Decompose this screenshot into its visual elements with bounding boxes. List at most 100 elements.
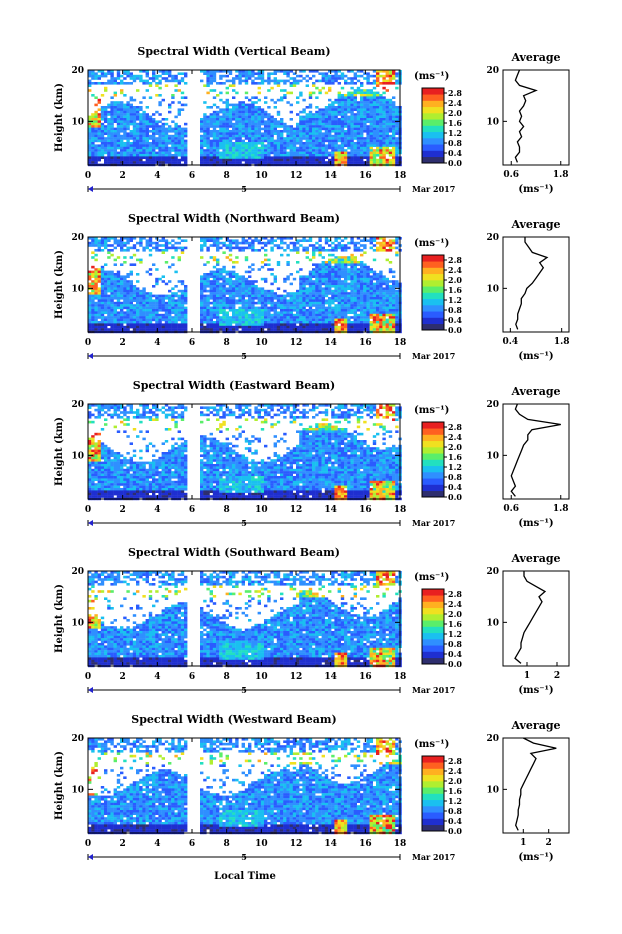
x-tick-label: 18 xyxy=(394,672,407,682)
average-frame xyxy=(503,404,569,499)
colorbar-segment xyxy=(422,595,444,602)
day-axis-arrow xyxy=(88,687,93,693)
date-label: Mar 2017 xyxy=(412,184,455,194)
avg-x-tick-label: 1.8 xyxy=(554,337,570,347)
avg-x-tick-label: 0.6 xyxy=(503,170,519,180)
colorbar: (ms⁻¹)2.82.42.01.61.20.80.40.0 xyxy=(414,238,462,335)
x-tick-label: 16 xyxy=(359,672,372,682)
colorbar-segment xyxy=(422,633,444,640)
colorbar-tick-label: 0.8 xyxy=(448,472,462,482)
colorbar-tick-label: 1.2 xyxy=(448,462,462,472)
colorbar-unit: (ms⁻¹) xyxy=(414,405,449,416)
colorbar-segment xyxy=(422,614,444,621)
day-label: 5 xyxy=(241,685,247,695)
x-tick-label: 2 xyxy=(120,338,126,348)
colorbar-segment xyxy=(422,652,444,659)
x-tick-label: 18 xyxy=(394,171,407,181)
local-time-xlabel: Local Time xyxy=(214,871,276,882)
avg-y-tick-label: 20 xyxy=(486,400,499,410)
colorbar-segment xyxy=(422,472,444,479)
panel-title: Spectral Width (Westward Beam) xyxy=(131,713,336,726)
colorbar-tick-label: 2.4 xyxy=(448,432,462,442)
average-title: Average xyxy=(510,51,560,64)
x-tick-label: 14 xyxy=(324,505,337,515)
colorbar-segment xyxy=(422,305,444,312)
colorbar-tick-label: 2.8 xyxy=(448,756,462,766)
colorbar-tick-label: 0.4 xyxy=(448,315,462,325)
colorbar-tick-label: 1.2 xyxy=(448,796,462,806)
heatmap-cells xyxy=(88,404,402,500)
x-tick-label: 18 xyxy=(394,338,407,348)
x-tick-label: 8 xyxy=(224,505,230,515)
colorbar-segment xyxy=(422,274,444,281)
x-tick-label: 12 xyxy=(290,171,303,181)
x-tick-label: 6 xyxy=(189,505,195,515)
x-tick-label: 0 xyxy=(85,505,91,515)
colorbar-segment xyxy=(422,602,444,609)
x-tick-label: 10 xyxy=(255,672,268,682)
y-axis-label: Height (km) xyxy=(54,83,65,152)
average-profile-line xyxy=(516,738,557,830)
colorbar-segment xyxy=(422,268,444,275)
average-profile-line xyxy=(515,571,545,663)
colorbar-tick-label: 0.0 xyxy=(448,826,462,836)
x-tick-label: 14 xyxy=(324,171,337,181)
panel-title: Spectral Width (Northward Beam) xyxy=(128,212,340,225)
avg-y-tick-label: 20 xyxy=(486,233,499,243)
x-tick-label: 0 xyxy=(85,338,91,348)
avg-x-tick-label: 0.6 xyxy=(503,504,519,514)
colorbar-segment xyxy=(422,447,444,454)
colorbar-unit: (ms⁻¹) xyxy=(414,572,449,583)
avg-x-label: (ms⁻¹) xyxy=(518,351,553,362)
colorbar-tick-label: 0.0 xyxy=(448,659,462,669)
colorbar-segment xyxy=(422,800,444,807)
colorbar-segment xyxy=(422,293,444,300)
colorbar-tick-label: 2.4 xyxy=(448,599,462,609)
x-tick-label: 4 xyxy=(154,505,160,515)
colorbar-segment xyxy=(422,132,444,139)
x-tick-label: 8 xyxy=(224,839,230,849)
heatmap-cells xyxy=(88,738,402,834)
panel-title: Spectral Width (Southward Beam) xyxy=(128,546,340,559)
colorbar-tick-label: 1.2 xyxy=(448,629,462,639)
colorbar-segment xyxy=(422,775,444,782)
x-tick-label: 0 xyxy=(85,171,91,181)
avg-y-tick-label: 10 xyxy=(486,618,499,628)
colorbar-segment xyxy=(422,645,444,652)
day-axis-arrow xyxy=(88,854,93,860)
average-title: Average xyxy=(510,719,560,732)
y-tick-label: 10 xyxy=(71,618,84,628)
avg-x-tick-label: 0.4 xyxy=(502,337,518,347)
avg-x-label: (ms⁻¹) xyxy=(518,852,553,863)
colorbar-tick-label: 0.8 xyxy=(448,138,462,148)
colorbar: (ms⁻¹)2.82.42.01.61.20.80.40.0 xyxy=(414,739,462,836)
y-tick-label: 20 xyxy=(71,233,84,243)
x-tick-label: 4 xyxy=(154,839,160,849)
x-tick-label: 10 xyxy=(255,171,268,181)
colorbar-tick-label: 2.8 xyxy=(448,589,462,599)
colorbar-segment xyxy=(422,280,444,287)
avg-x-tick-label: 1.8 xyxy=(553,504,569,514)
colorbar-segment xyxy=(422,422,444,429)
y-axis-label: Height (km) xyxy=(54,751,65,820)
x-tick-label: 0 xyxy=(85,672,91,682)
colorbar-unit: (ms⁻¹) xyxy=(414,739,449,750)
colorbar-tick-label: 0.8 xyxy=(448,305,462,315)
colorbar-segment xyxy=(422,491,444,498)
colorbar-tick-label: 0.4 xyxy=(448,482,462,492)
x-tick-label: 4 xyxy=(154,672,160,682)
avg-x-tick-label: 1 xyxy=(524,671,530,681)
colorbar-tick-label: 2.4 xyxy=(448,766,462,776)
heatmap-cells xyxy=(88,571,402,667)
avg-x-label: (ms⁻¹) xyxy=(518,685,553,696)
avg-y-tick-label: 20 xyxy=(486,734,499,744)
avg-y-tick-label: 10 xyxy=(486,785,499,795)
colorbar-tick-label: 2.0 xyxy=(448,776,462,786)
colorbar-tick-label: 2.0 xyxy=(448,442,462,452)
